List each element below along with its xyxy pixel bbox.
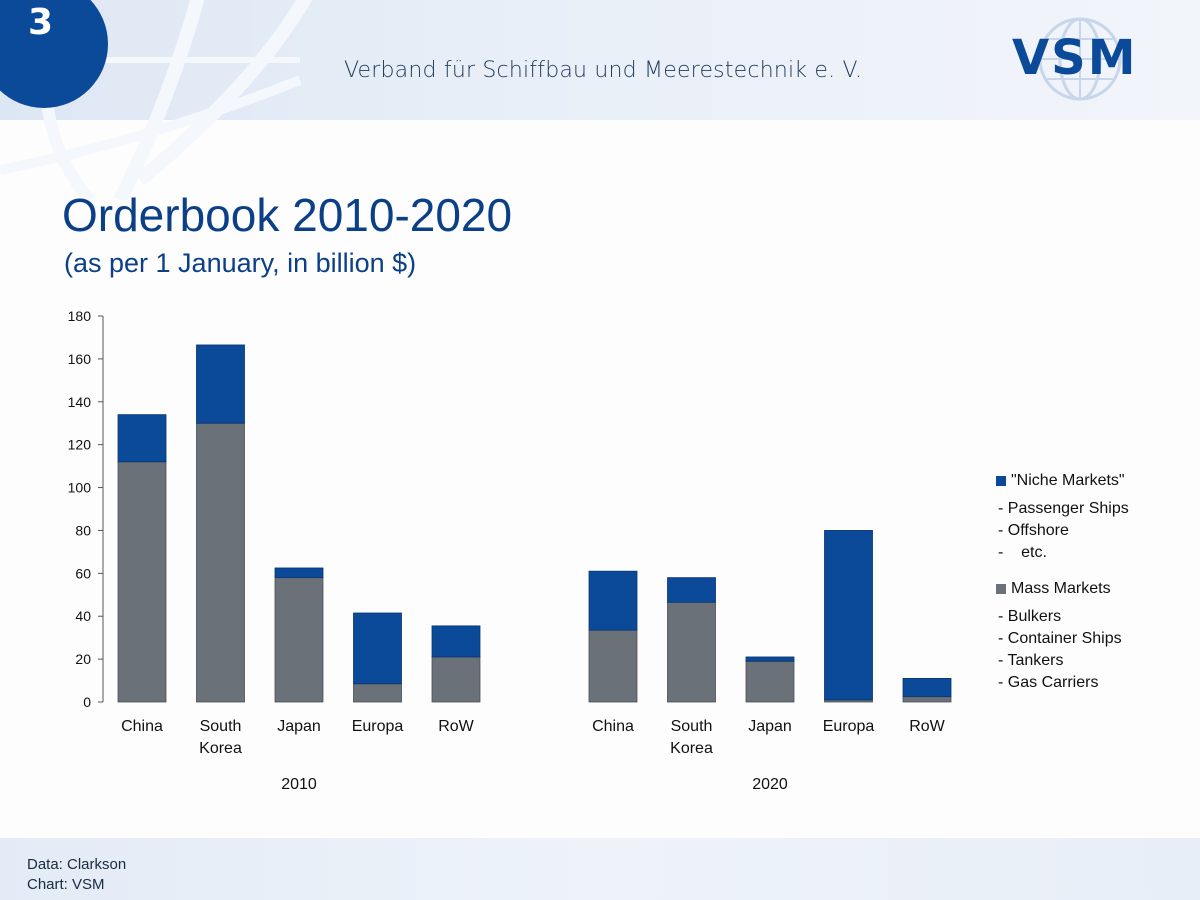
legend-swatch-mass — [996, 584, 1006, 594]
legend-label-mass: Mass Markets — [1011, 580, 1111, 597]
legend-niche-item: - Offshore — [998, 522, 1069, 539]
bar-segment-mass-markets — [353, 683, 402, 703]
bar-segment-niche-markets — [431, 625, 481, 658]
bar-segment-niche-markets — [902, 678, 952, 698]
bar-segment-niche-markets — [196, 344, 245, 424]
bar-segment-mass-markets — [745, 660, 795, 703]
legend-entry-niche: "Niche Markets" — [996, 470, 1129, 492]
x-category-label: South — [200, 718, 242, 735]
x-category-label: China — [121, 718, 163, 735]
page-title: Orderbook 2010-2020 — [62, 189, 513, 241]
y-tick-label: 180 — [68, 308, 92, 324]
legend-mass-item: - Bulkers — [998, 608, 1062, 625]
orderbook-chart: 0 20 40 60 80 100 120 140 160 180 China South Korea J… — [68, 308, 952, 793]
vsm-logo-text: VSM — [1012, 30, 1138, 86]
bar-segment-mass-markets — [902, 696, 952, 703]
legend-niche-item: - etc. — [998, 544, 1047, 561]
legend-swatch-niche — [996, 476, 1006, 486]
bar-segment-niche-markets — [353, 612, 402, 685]
bar-segment-niche-markets — [117, 414, 167, 463]
y-tick-label: 100 — [68, 480, 92, 496]
vsm-logo-globe-icon — [1038, 17, 1122, 101]
y-tick-label: 80 — [75, 522, 91, 538]
bar-segment-mass-markets — [667, 601, 716, 703]
x-group-label: 2010 — [281, 776, 317, 793]
y-tick-label: 160 — [68, 351, 92, 367]
bar-segment-niche-markets — [667, 577, 716, 603]
bar-segment-mass-markets — [196, 422, 245, 703]
y-tick-label: 140 — [68, 394, 92, 410]
bar-segment-mass-markets — [431, 656, 481, 703]
y-tick-label: 60 — [75, 565, 91, 581]
legend-mass-item: - Tankers — [998, 652, 1064, 669]
x-category-label: Korea — [670, 740, 713, 757]
slide-number: 3 — [28, 2, 54, 43]
x-group-label: 2020 — [752, 776, 788, 793]
x-category-label: Japan — [748, 718, 792, 735]
y-tick-label: 0 — [83, 694, 91, 710]
bar-segment-mass-markets — [588, 629, 638, 703]
data-source: Data: Clarkson — [27, 856, 127, 873]
page-subtitle: (as per 1 January, in billion $) — [64, 248, 417, 278]
x-category-label: China — [592, 718, 634, 735]
x-category-label: Korea — [199, 740, 242, 757]
x-category-label: Europa — [823, 718, 875, 735]
bar-segment-mass-markets — [117, 461, 167, 703]
bar-segment-niche-markets — [588, 570, 638, 631]
x-category-label: RoW — [909, 718, 945, 735]
legend-mass-item: - Gas Carriers — [998, 674, 1099, 691]
bar-segment-niche-markets — [274, 567, 324, 579]
x-category-label: Europa — [352, 718, 404, 735]
legend-niche-item: - Passenger Ships — [998, 500, 1129, 517]
legend-entry-mass: Mass Markets — [996, 578, 1129, 600]
footer-sources: Data: Clarkson Chart: VSM — [27, 855, 126, 895]
chart-source: Chart: VSM — [27, 876, 105, 893]
x-category-label: Japan — [277, 718, 321, 735]
bar-segment-niche-markets — [745, 656, 795, 662]
chart-legend: "Niche Markets" - Passenger Ships - Offs… — [996, 470, 1129, 694]
y-tick-label: 20 — [75, 651, 91, 667]
organization-name: Verband für Schiffbau und Meerestechnik … — [344, 58, 863, 83]
x-category-label: RoW — [438, 718, 474, 735]
bar-segment-mass-markets — [274, 577, 324, 703]
y-tick-label: 120 — [68, 437, 92, 453]
y-tick-label: 40 — [75, 608, 91, 624]
footer-band — [0, 838, 1200, 900]
legend-label-niche: "Niche Markets" — [1011, 472, 1125, 489]
legend-mass-item: - Container Ships — [998, 630, 1122, 647]
x-category-label: South — [671, 718, 713, 735]
bar-segment-niche-markets — [824, 530, 873, 701]
